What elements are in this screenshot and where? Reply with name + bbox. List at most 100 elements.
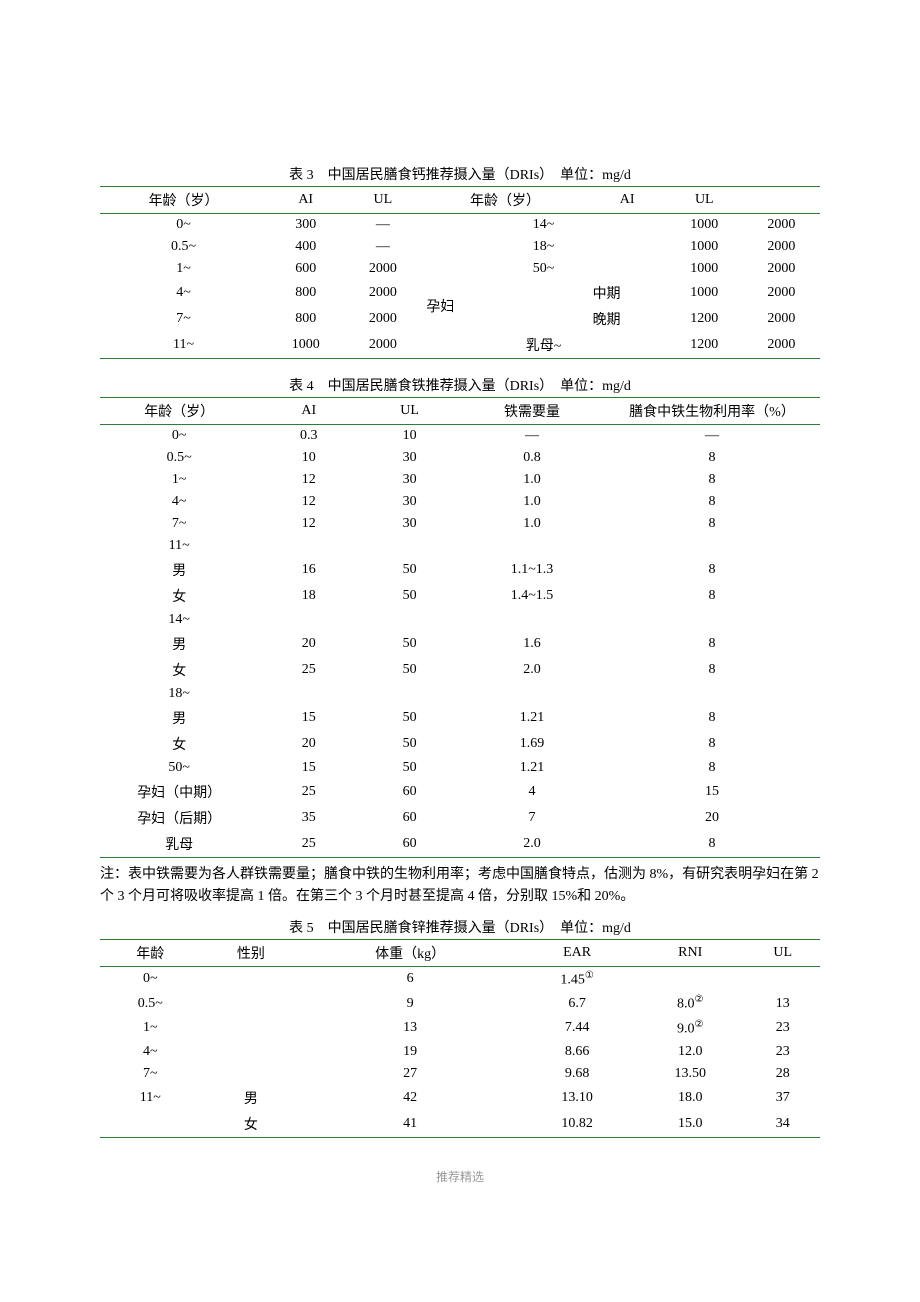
cell: 女 [201,1111,302,1138]
table-row: 4~12301.08 [100,491,820,513]
cell: 12 [258,469,359,491]
cell [258,535,359,557]
table-row: 女18501.4~1.58 [100,583,820,609]
cell: 1000 [666,236,743,258]
table5-header-row: 年龄 性别 体重（kg） EAR RNI UL [100,939,820,966]
cell: 25 [258,657,359,683]
cell: 4~ [100,491,258,513]
cell: 1.21 [460,705,604,731]
cell: 50 [359,757,460,779]
cell: 8 [604,557,820,583]
cell: 8 [604,583,820,609]
cell: 13.50 [635,1063,745,1085]
cell [460,683,604,705]
cell: 300 [267,214,344,237]
cell: — [344,214,421,237]
cell: 11~ [100,1085,201,1111]
cell: 60 [359,779,460,805]
th: 铁需要量 [460,398,604,425]
table-row: 1~600200050~10002000 [100,258,820,280]
cell: 8 [604,757,820,779]
cell [201,966,302,991]
cell: 男 [100,557,258,583]
cell: 2000 [344,258,421,280]
cell [635,966,745,991]
table-row: 孕妇（后期）3560720 [100,805,820,831]
table-row: 0~61.45① [100,966,820,991]
cell: 4 [460,779,604,805]
cell: 1200 [666,332,743,359]
table4: 年龄（岁） AI UL 铁需要量 膳食中铁生物利用率（%） 0~0.310——0… [100,397,820,858]
th: UL [666,187,743,214]
table-row: 11~ 1000 2000 乳母~ 1200 2000 [100,332,820,359]
cell: 2000 [743,236,820,258]
cell: 1.45① [519,966,635,991]
table-row: 男15501.218 [100,705,820,731]
table-row: 7~12301.08 [100,513,820,535]
table4-title: 表 4 中国居民膳食铁推荐摄入量（DRIs） 单位：mg/d [100,375,820,395]
cell: 15 [258,757,359,779]
cell [258,683,359,705]
cell: 8 [604,657,820,683]
cell: 孕妇（后期） [100,805,258,831]
cell: 400 [267,236,344,258]
cell: 女 [100,731,258,757]
cell: 男 [100,705,258,731]
cell: 13.10 [519,1085,635,1111]
cell: 30 [359,513,460,535]
cell: 42 [301,1085,519,1111]
table-row: 0.5~10300.88 [100,447,820,469]
cell: 女 [100,657,258,683]
pregnant-label: 孕妇 [421,280,588,332]
cell: 0.5~ [100,236,267,258]
cell [604,535,820,557]
cell [604,609,820,631]
cell: 11~ [100,332,267,359]
table-row: 1~137.449.0②23 [100,1016,820,1041]
cell [201,991,302,1016]
th: UL [745,939,820,966]
cell: 27 [301,1063,519,1085]
cell: 25 [258,831,359,858]
table-row: 1~12301.08 [100,469,820,491]
cell: 50 [359,631,460,657]
cell: 8.66 [519,1041,635,1063]
cell: 8 [604,631,820,657]
table3-header-row: 年龄（岁） AI UL 年龄（岁） AI UL [100,187,820,214]
cell: 0~ [100,214,267,237]
cell: 10 [258,447,359,469]
cell: 乳母 [100,831,258,858]
cell: 8 [604,469,820,491]
th: 性别 [201,939,302,966]
cell: 1.0 [460,491,604,513]
cell: 50 [359,657,460,683]
cell: 7~ [100,306,267,332]
cell: — [604,425,820,448]
cell: 50 [359,583,460,609]
cell: 18.0 [635,1085,745,1111]
cell [100,1111,201,1138]
th: 年龄（岁） [100,187,267,214]
cell: 20 [604,805,820,831]
cell [460,535,604,557]
cell: 12.0 [635,1041,745,1063]
cell: 11~ [100,535,258,557]
th: AI [267,187,344,214]
cell: 男 [201,1085,302,1111]
cell: 7~ [100,513,258,535]
cell: 8 [604,705,820,731]
table-row: 0~300—14~10002000 [100,214,820,237]
cell: 2000 [743,332,820,359]
cell: 23 [745,1016,820,1041]
cell: 晚期 [589,306,666,332]
cell: 孕妇（中期） [100,779,258,805]
table3: 年龄（岁） AI UL 年龄（岁） AI UL 0~300—14~1000200… [100,186,820,359]
cell: 1.0 [460,513,604,535]
cell [359,535,460,557]
cell: 1~ [100,1016,201,1041]
cell: 1000 [267,332,344,359]
cell [745,966,820,991]
cell: 2000 [344,332,421,359]
cell: 2000 [743,280,820,306]
cell: 8 [604,831,820,858]
